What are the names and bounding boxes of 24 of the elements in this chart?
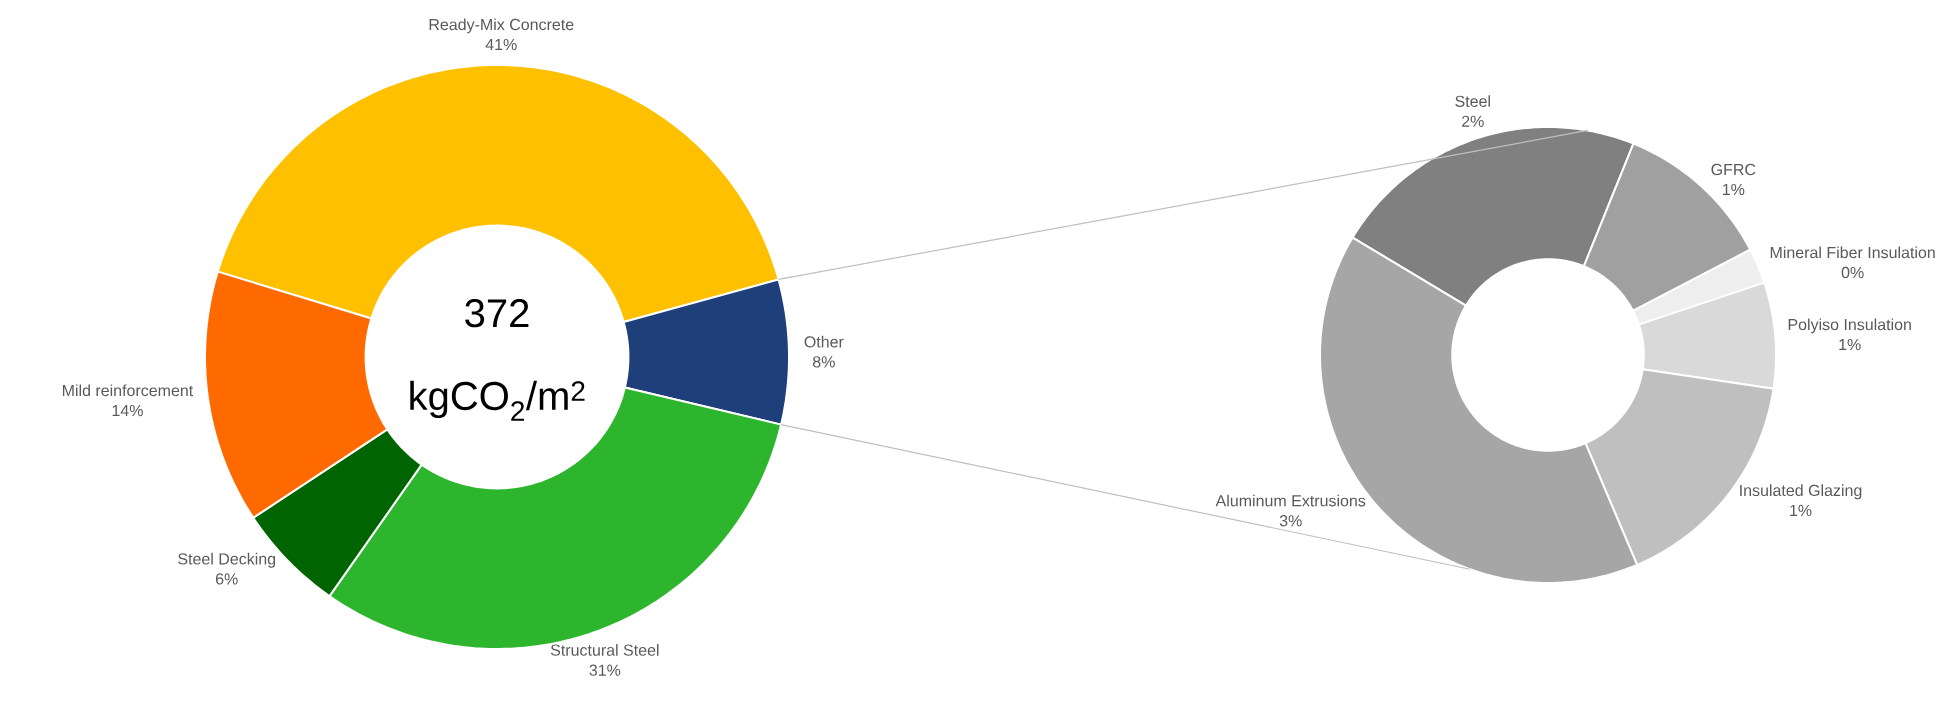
slice-label: Aluminum Extrusions — [1215, 494, 1366, 507]
data-label: 31% — [589, 664, 621, 676]
slice-label: Steel — [1455, 95, 1490, 107]
slice-label: Mild reinforcement — [62, 384, 194, 397]
slice-label: Ready-Mix Concrete — [429, 18, 574, 34]
data-label: 14% — [112, 404, 143, 417]
slice-label: Polyiso Insulation — [1788, 318, 1911, 334]
data-label: 1% — [1839, 338, 1861, 351]
slice-label: Insulated Glazing — [1740, 484, 1862, 500]
text: 372 — [465, 299, 529, 328]
data-label: 2% — [1462, 115, 1484, 127]
data-label: 41% — [485, 38, 517, 51]
data-label: 8% — [812, 356, 835, 368]
data-label: 1% — [1790, 504, 1812, 516]
slice-label: Mineral Fiber Insulation — [1770, 246, 1935, 259]
slice-label: Steel Decking — [178, 552, 276, 568]
slice-label: GFRC — [1711, 163, 1756, 176]
data-label: 1% — [1722, 183, 1745, 196]
data-label: 3% — [1279, 515, 1302, 527]
slice-label: Other — [804, 335, 844, 348]
data-label: 0% — [1841, 266, 1864, 279]
text: kgCO$_{2}$/m$^{2}$ — [410, 380, 585, 421]
slice-label: Structural Steel — [550, 644, 659, 656]
data-label: 6% — [215, 573, 238, 585]
